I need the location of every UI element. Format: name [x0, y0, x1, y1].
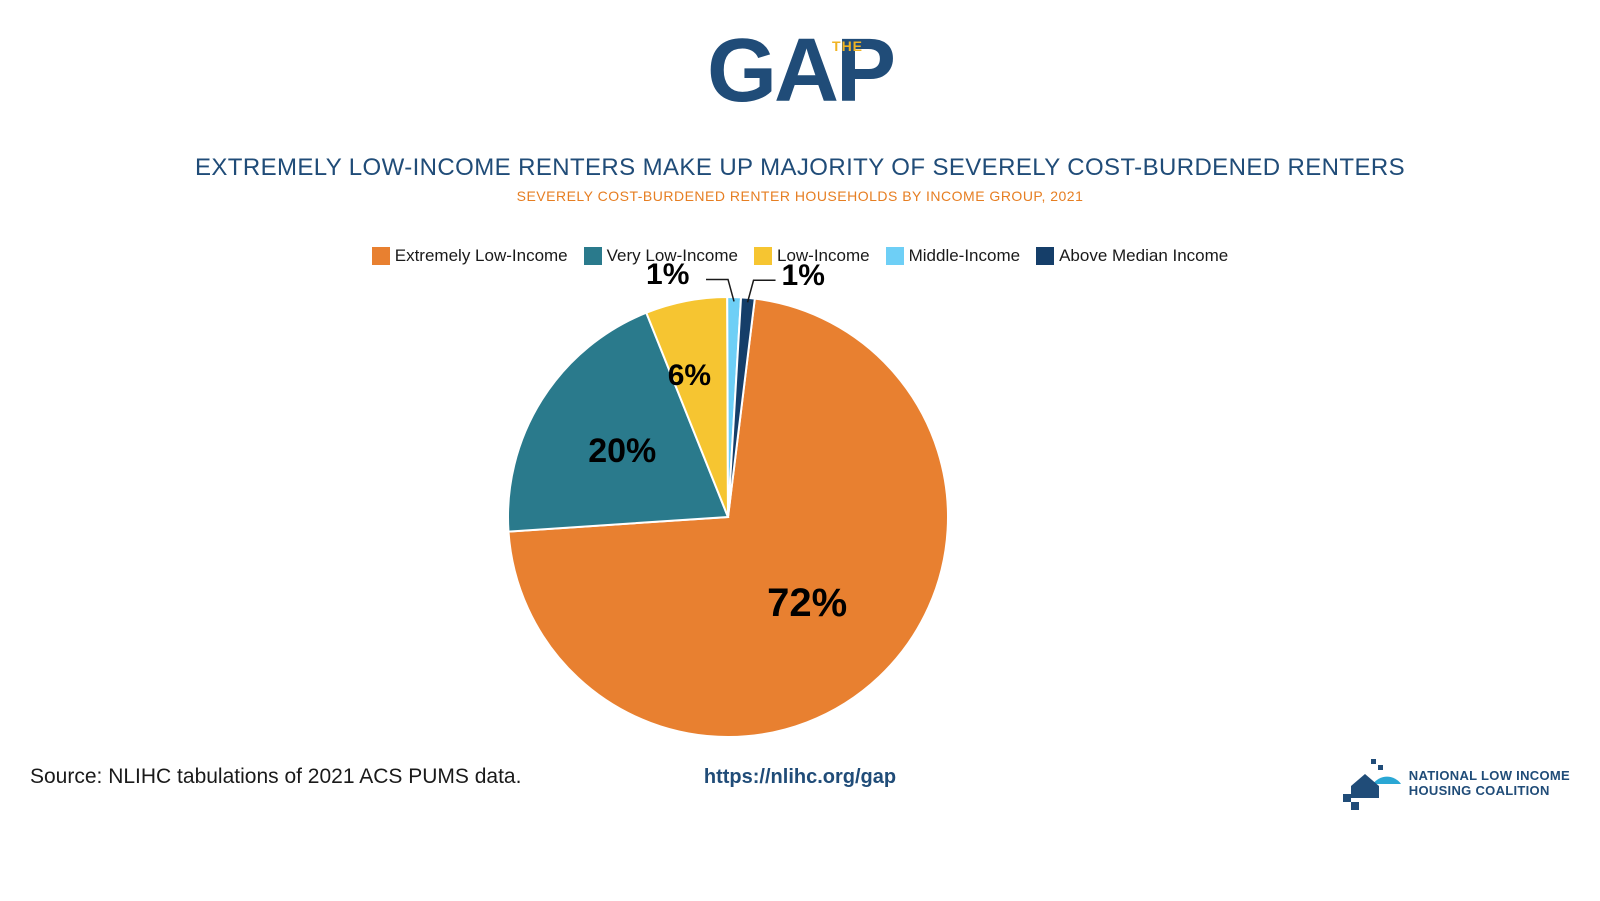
legend-swatch: [1036, 247, 1054, 265]
legend-label: Extremely Low-Income: [395, 246, 568, 266]
chart-title: EXTREMELY LOW-INCOME RENTERS MAKE UP MAJ…: [0, 154, 1600, 182]
slice-label: 1%: [646, 258, 689, 292]
legend-item: Middle-Income: [886, 246, 1021, 266]
gap-logo-word: GAP: [707, 21, 893, 121]
org-logo: NATIONAL LOW INCOME HOUSING COALITION: [1343, 756, 1570, 811]
org-name-line1: NATIONAL LOW INCOME: [1409, 769, 1570, 784]
pie-chart: 72% 20% 6%: [508, 297, 948, 737]
legend-swatch: [372, 247, 390, 265]
gap-logo-tag: THE: [832, 38, 863, 54]
slice-label: 6%: [668, 359, 711, 393]
legend-label: Middle-Income: [909, 246, 1021, 266]
slice-label: 20%: [588, 432, 656, 471]
slice-label: 72%: [767, 581, 847, 626]
org-name: NATIONAL LOW INCOME HOUSING COALITION: [1409, 769, 1570, 799]
legend-swatch: [584, 247, 602, 265]
nlihc-icon: [1343, 756, 1403, 811]
slice-label: 1%: [782, 259, 825, 293]
legend-item: Above Median Income: [1036, 246, 1228, 266]
legend-swatch: [754, 247, 772, 265]
chart-subtitle: SEVERELY COST-BURDENED RENTER HOUSEHOLDS…: [0, 188, 1600, 204]
org-name-line2: HOUSING COALITION: [1409, 784, 1570, 799]
gap-logo: THE GAP: [0, 20, 1600, 123]
legend-item: Extremely Low-Income: [372, 246, 568, 266]
legend-label: Above Median Income: [1059, 246, 1228, 266]
legend-swatch: [886, 247, 904, 265]
